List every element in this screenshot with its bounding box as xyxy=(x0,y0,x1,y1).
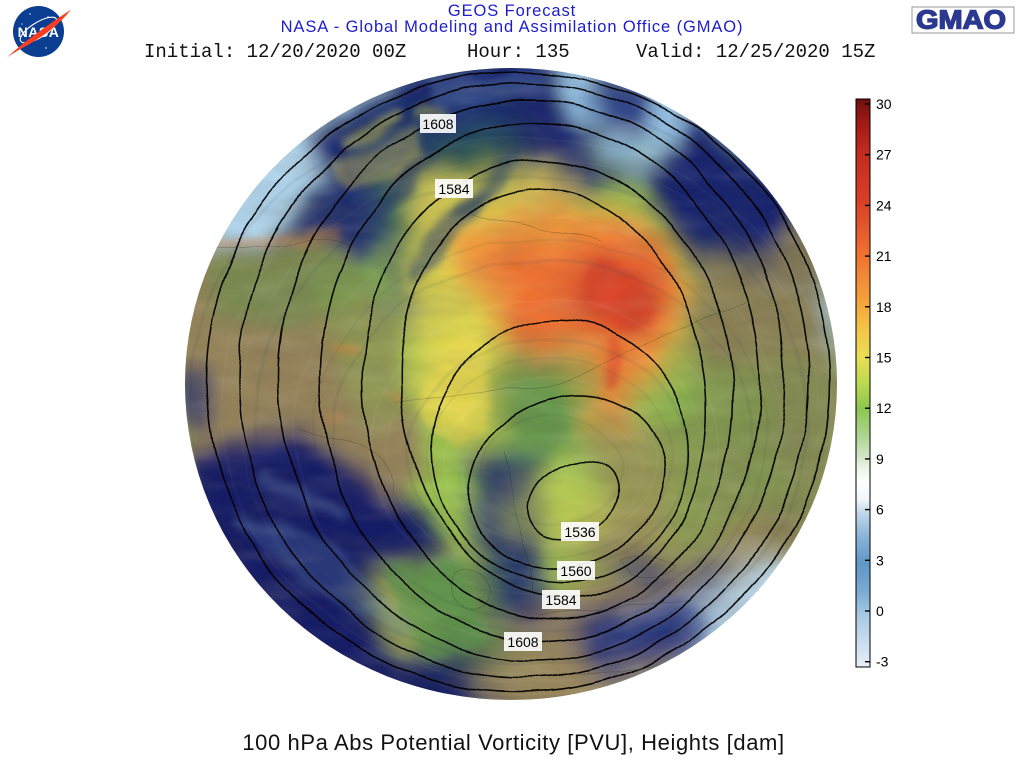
svg-text:21: 21 xyxy=(876,248,892,264)
svg-text:9: 9 xyxy=(876,451,884,467)
svg-text:1608: 1608 xyxy=(507,634,538,650)
svg-text:18: 18 xyxy=(876,299,892,315)
svg-text:3: 3 xyxy=(876,552,884,568)
svg-text:0: 0 xyxy=(876,603,884,619)
svg-text:30: 30 xyxy=(876,96,892,112)
svg-text:1584: 1584 xyxy=(545,592,576,608)
svg-text:24: 24 xyxy=(876,197,892,213)
svg-text:1584: 1584 xyxy=(438,181,469,197)
svg-text:GMAO: GMAO xyxy=(916,5,1006,35)
svg-text:1560: 1560 xyxy=(560,563,591,579)
svg-text:15: 15 xyxy=(876,350,892,366)
svg-text:1608: 1608 xyxy=(422,116,453,132)
svg-text:6: 6 xyxy=(876,502,884,518)
svg-text:27: 27 xyxy=(876,147,892,163)
svg-text:12: 12 xyxy=(876,400,892,416)
svg-text:1536: 1536 xyxy=(564,524,595,540)
svg-text:-3: -3 xyxy=(876,654,889,670)
